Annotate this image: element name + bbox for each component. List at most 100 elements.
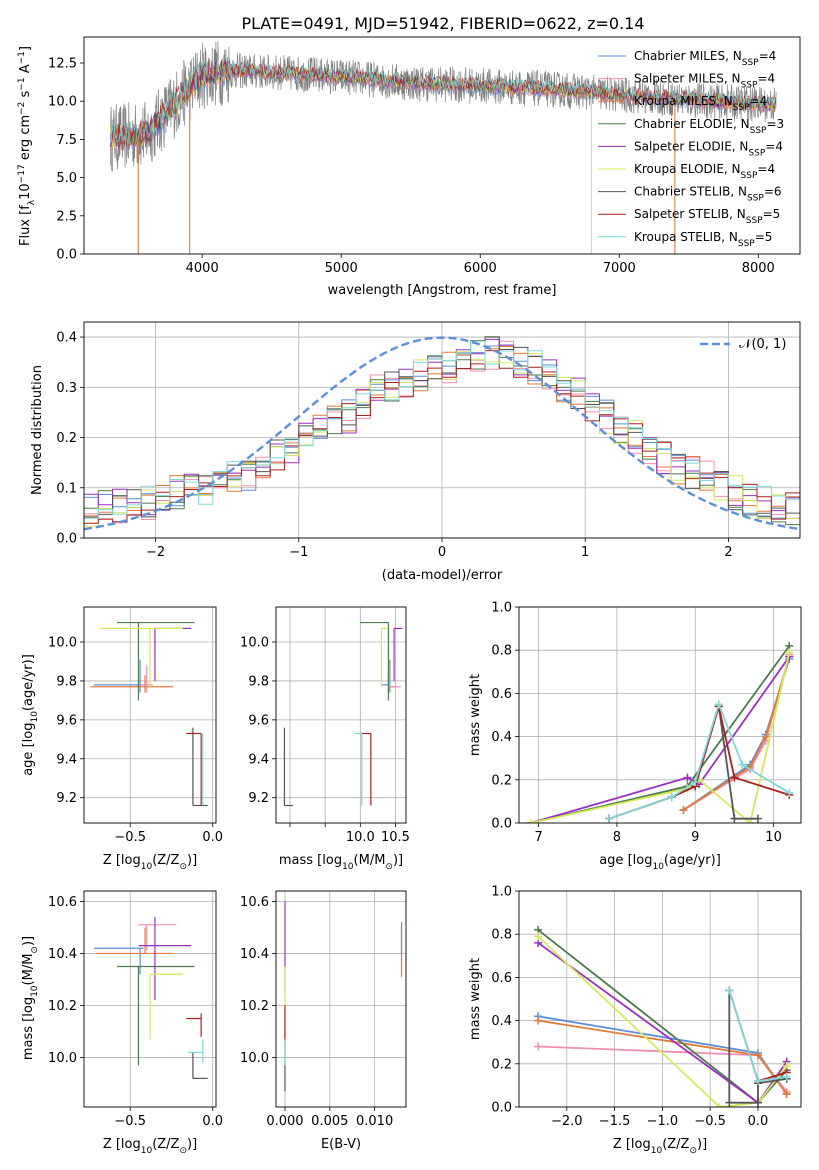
label-part: Chabrier MILES, N — [634, 49, 742, 63]
weight-marker — [679, 806, 688, 815]
label-part: −2 — [17, 102, 27, 115]
y-tick-label: 10.4 — [240, 947, 269, 962]
weight-marker — [714, 700, 723, 709]
weight-marker — [730, 814, 739, 823]
x-axis-label-age_vs_Z: Z [log10(Z/Z⊙)] — [103, 853, 197, 872]
x-tick-label: 6000 — [464, 261, 497, 276]
y-tick-label: 1.0 — [491, 885, 512, 900]
label-part: SSP — [750, 126, 767, 136]
plot-area — [526, 641, 794, 823]
label-part: =3 — [766, 117, 784, 131]
label-part: )] — [697, 1137, 707, 1152]
x-tick-label: −1 — [289, 545, 308, 560]
y-tick-label: 0.0 — [56, 532, 77, 547]
weight-marker — [534, 1016, 543, 1025]
y-tick-label: 0.8 — [491, 928, 512, 943]
axes-frame — [518, 890, 802, 1108]
x-tick-label: 2 — [724, 545, 732, 560]
label-part: )] — [187, 1137, 197, 1152]
x-tick-label: 4000 — [186, 261, 219, 276]
y-tick-label: 9.6 — [56, 713, 77, 728]
y-tick-label: 10.0 — [48, 1051, 77, 1066]
label-part: E(B-V) — [321, 1137, 361, 1152]
label-part: λ — [27, 199, 37, 205]
label-part: (age/yr)] — [21, 654, 36, 711]
label-part: Salpeter STELIB, N — [634, 207, 746, 221]
plot-area — [90, 621, 208, 807]
x-tick-label: 0.000 — [266, 1114, 303, 1129]
x-tick-label: 7 — [534, 830, 542, 845]
axes-frame — [275, 890, 407, 1108]
label-part: ⊙ — [385, 862, 393, 872]
axes-frame — [83, 606, 217, 824]
spectrum-y-label: Flux [fλ10−17 erg cm−2 s−1 A−1] — [17, 46, 37, 246]
x-tick-label: 0 — [438, 545, 446, 560]
legend-entry: Salpeter MILES, NSSP=4 — [634, 72, 775, 91]
x-tick-label: −1.0 — [647, 1114, 679, 1129]
x-axis-label-age_vs_mass: mass [log10(M/M⊙)] — [279, 853, 403, 872]
x-tick-label: 10.5 — [381, 830, 410, 845]
weight-marker — [526, 819, 535, 823]
label-part: )] — [187, 853, 197, 868]
label-part: SSP — [738, 239, 755, 249]
label-part: age [log — [599, 853, 652, 868]
label-part: s — [18, 90, 33, 101]
y-tick-label: 9.4 — [56, 752, 77, 767]
normal-curve — [84, 336, 800, 531]
label-part: SSP — [733, 103, 750, 113]
x-axis-label-mass_vs_ebv: E(B-V) — [321, 1137, 361, 1152]
label-part: =4 — [750, 94, 768, 108]
y-tick-label: 9.2 — [56, 791, 77, 806]
label-part: Flux [f — [18, 205, 33, 246]
label-part: ⊙ — [30, 946, 40, 954]
plot-area — [93, 917, 208, 1079]
x-tick-label: −2 — [146, 545, 165, 560]
label-part: ⊙ — [179, 1146, 187, 1156]
label-part: 10 — [18, 183, 33, 200]
label-part: mass [log — [21, 997, 36, 1060]
y-tick-label: 10.2 — [240, 999, 269, 1014]
label-part: ⊙ — [689, 1146, 697, 1156]
weight-marker — [761, 732, 770, 741]
y-tick-label: 0.3 — [56, 381, 77, 396]
weight-marker — [730, 773, 739, 782]
x-tick-label: 0.010 — [356, 1114, 393, 1129]
x-tick-label: 0.0 — [748, 1114, 769, 1129]
model-line-chabrier_stelib — [110, 59, 777, 148]
legend-entry: Chabrier ELODIE, NSSP=3 — [634, 117, 784, 136]
plot-area — [84, 336, 800, 531]
label-part: erg cm — [18, 115, 33, 164]
legend-entry: Salpeter ELODIE, NSSP=4 — [634, 139, 783, 158]
weight-marker — [785, 648, 794, 657]
legend-entry: Kroupa STELIB, NSSP=5 — [634, 230, 772, 249]
label-part: Z [log — [613, 1137, 651, 1152]
y-tick-label: 0.0 — [491, 1101, 512, 1116]
x-tick-label: −1.5 — [599, 1114, 631, 1129]
label-part: Kroupa MILES, N — [634, 94, 733, 108]
label-part: ⊙ — [179, 862, 187, 872]
plot-area — [283, 621, 403, 807]
x-tick-label: −2.0 — [551, 1114, 583, 1129]
y-tick-label: 0.4 — [491, 730, 512, 745]
weight-line-kroupa_elodie — [530, 652, 791, 823]
label-part: 10 — [651, 1146, 663, 1156]
panel-spectrum: 4000 5000 6000 7000 8000 0.0 2.5 5.0 7.5 10.0 12.5… — [17, 36, 801, 298]
legend-entry: Kroupa MILES, NSSP=4 — [634, 94, 767, 113]
label-part: A — [18, 64, 33, 77]
axes-frame — [83, 321, 801, 539]
y-tick-label: 0.6 — [491, 687, 512, 702]
label-part: SSP — [742, 58, 759, 68]
label-part: Z [log — [103, 853, 141, 868]
label-part: mass [log — [279, 853, 342, 868]
label-part: (age/yr)] — [664, 853, 721, 868]
x-tick-label: 7000 — [603, 261, 636, 276]
label-part: =5 — [755, 230, 773, 244]
x-axis-label-weight_vs_Z: Z [log10(Z/Z⊙)] — [613, 1137, 707, 1156]
label-part: =4 — [765, 139, 783, 153]
label-part: ] — [18, 46, 33, 51]
label-part: 10 — [141, 1146, 153, 1156]
y-tick-label: 7.5 — [56, 133, 77, 148]
y-tick-label: 12.5 — [48, 56, 77, 71]
label-part: (Z/Z — [152, 1137, 179, 1152]
